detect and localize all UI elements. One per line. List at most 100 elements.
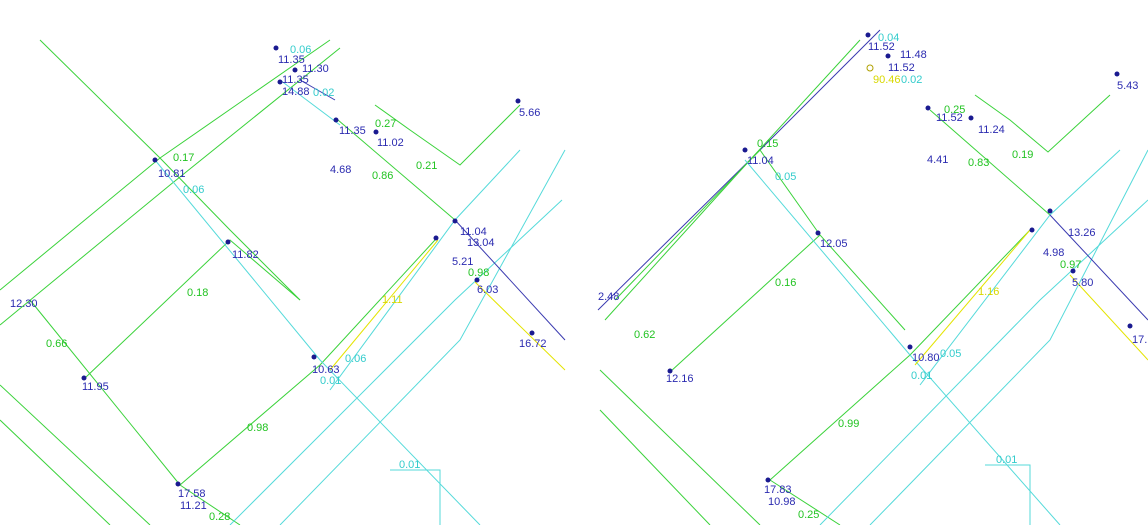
elevation-label: 5.66 bbox=[519, 107, 540, 119]
pipe bbox=[869, 149, 1148, 525]
pipe bbox=[279, 79, 341, 126]
elevation-label: 11.35 bbox=[282, 74, 309, 86]
pipe bbox=[229, 199, 563, 525]
pipe bbox=[929, 109, 1051, 216]
node bbox=[1070, 268, 1076, 274]
pipe bbox=[985, 464, 1031, 525]
node bbox=[1114, 71, 1120, 77]
elevation-label: 90.46 bbox=[873, 74, 901, 86]
pipe bbox=[744, 159, 1061, 525]
pipe bbox=[454, 219, 566, 341]
pipe bbox=[769, 479, 841, 525]
pipe bbox=[604, 39, 861, 321]
elevation-label: 0.02 bbox=[313, 87, 334, 99]
elevation-label: 11.82 bbox=[232, 249, 259, 261]
elevation-label: 11.24 bbox=[978, 124, 1005, 136]
elevation-label: 10.81 bbox=[158, 168, 186, 180]
pipe bbox=[299, 79, 336, 101]
pipe bbox=[29, 299, 181, 486]
elevation-label: 11.21 bbox=[180, 500, 207, 512]
pipe bbox=[0, 419, 111, 525]
pipe bbox=[179, 484, 241, 525]
elevation-label: 5.80 bbox=[1072, 277, 1093, 289]
elevation-label: 11.52 bbox=[868, 41, 895, 53]
pipe bbox=[279, 149, 566, 525]
pipe bbox=[179, 239, 436, 486]
node bbox=[333, 117, 339, 123]
node bbox=[81, 375, 87, 381]
elevation-label: 14.88 bbox=[282, 86, 310, 98]
node bbox=[277, 79, 283, 85]
node bbox=[452, 218, 458, 224]
elevation-label: 0.17 bbox=[173, 152, 194, 164]
node bbox=[175, 481, 181, 487]
pipe bbox=[0, 47, 341, 326]
elevation-label: 0.01 bbox=[399, 459, 420, 471]
elevation-label: 0.25 bbox=[944, 104, 965, 116]
elevation-label: 0.66 bbox=[46, 338, 67, 350]
elevation-label: 11.48 bbox=[900, 49, 927, 61]
node bbox=[866, 64, 874, 72]
node bbox=[1029, 227, 1035, 233]
node bbox=[765, 477, 771, 483]
elevation-label: 5.43 bbox=[1117, 80, 1138, 92]
node bbox=[885, 53, 891, 59]
node bbox=[292, 67, 298, 73]
elevation-label: 0.06 bbox=[183, 184, 204, 196]
pipe bbox=[0, 39, 331, 291]
pipe bbox=[329, 239, 439, 371]
elevation-label: 17.58 bbox=[178, 488, 206, 500]
elevation-label: 0.01 bbox=[320, 375, 341, 387]
elevation-label: 0.15 bbox=[757, 138, 778, 150]
elevation-label: 4.98 bbox=[1043, 247, 1064, 259]
elevation-label: 0.05 bbox=[775, 171, 796, 183]
elevation-label: 10.98 bbox=[768, 496, 796, 508]
elevation-label: 12.30 bbox=[10, 298, 38, 310]
elevation-label: 0.98 bbox=[247, 422, 268, 434]
elevation-label: 11.02 bbox=[377, 137, 404, 149]
elevation-label: 0.02 bbox=[901, 74, 922, 86]
elevation-label: 12.05 bbox=[820, 238, 848, 250]
elevation-label: 0.18 bbox=[187, 287, 208, 299]
elevation-label: 11.35 bbox=[339, 125, 366, 137]
elevation-label: 2.48 bbox=[598, 291, 619, 303]
elevation-label: 1.16 bbox=[978, 286, 999, 298]
elevation-label: 11.52 bbox=[888, 62, 915, 74]
nodes bbox=[81, 32, 1133, 487]
node bbox=[273, 45, 279, 51]
elevation-label: 10.63 bbox=[312, 364, 340, 376]
node bbox=[433, 235, 439, 241]
node bbox=[474, 277, 480, 283]
elevation-label: 0.27 bbox=[375, 118, 396, 130]
elevation-label: 13.26 bbox=[1068, 227, 1096, 239]
node bbox=[1047, 208, 1053, 214]
pipe bbox=[599, 369, 761, 525]
elevation-label: 11.95 bbox=[82, 381, 109, 393]
pipe bbox=[819, 199, 1148, 525]
left-panel-lines bbox=[0, 39, 566, 525]
node bbox=[1127, 323, 1133, 329]
elevation-label: 0.99 bbox=[838, 418, 859, 430]
pipe bbox=[974, 94, 1111, 153]
pipe bbox=[614, 149, 906, 331]
node bbox=[865, 32, 871, 38]
node bbox=[925, 105, 931, 111]
pipe bbox=[374, 104, 521, 166]
node bbox=[667, 368, 673, 374]
node bbox=[311, 354, 317, 360]
pipe bbox=[599, 409, 711, 525]
pipe bbox=[1069, 274, 1148, 361]
elevation-label: 1.11 bbox=[382, 294, 403, 306]
elevation-label: 10.80 bbox=[912, 352, 940, 364]
pipe bbox=[39, 39, 301, 301]
pipe bbox=[0, 384, 151, 525]
elevation-label: 0.01 bbox=[911, 370, 932, 382]
elevation-label: 17. bbox=[1132, 334, 1147, 346]
elevation-label: 0.83 bbox=[968, 157, 989, 169]
elevation-label: 0.62 bbox=[634, 329, 655, 341]
node bbox=[815, 230, 821, 236]
elevation-label: 11.04 bbox=[747, 155, 774, 167]
elevation-label: 16.72 bbox=[519, 338, 547, 350]
node bbox=[225, 239, 231, 245]
elevation-label: 0.05 bbox=[940, 348, 961, 360]
